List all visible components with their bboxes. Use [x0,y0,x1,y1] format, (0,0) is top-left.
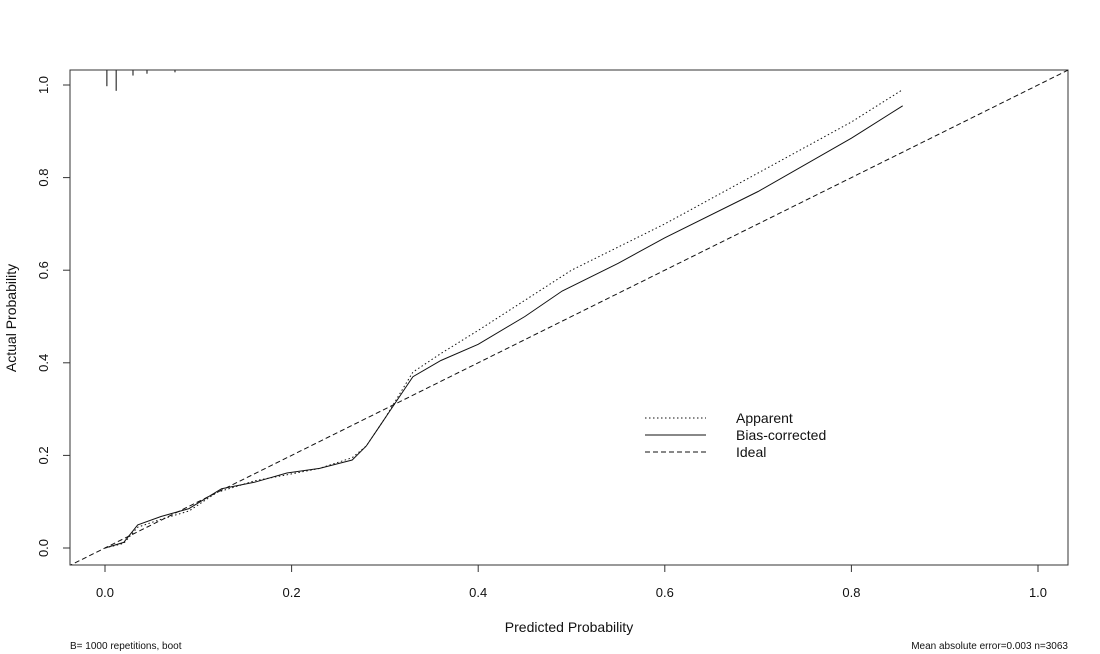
legend-label-bias-corrected: Bias-corrected [736,427,826,443]
x-axis-ticks: 0.0 0.2 0.4 0.6 0.8 1.0 [96,565,1047,600]
series-line-bias-corrected [104,105,903,549]
y-axis-title: Actual Probability [3,264,19,372]
legend-label-ideal: Ideal [736,444,766,460]
x-tick-label: 0.4 [469,585,487,600]
x-axis-title: Predicted Probability [505,619,633,635]
legend: Apparent Bias-corrected Ideal [645,410,826,460]
x-tick-label: 0.0 [96,585,114,600]
series-line-ideal [70,70,1068,565]
y-tick-label: 1.0 [36,76,51,94]
y-tick-label: 0.6 [36,261,51,279]
series-layer [70,70,1068,565]
x-tick-label: 1.0 [1029,585,1047,600]
x-tick-label: 0.8 [842,585,860,600]
footnote-left: B= 1000 repetitions, boot [70,641,182,652]
legend-label-apparent: Apparent [736,410,793,426]
x-tick-label: 0.6 [656,585,674,600]
series-line-apparent [104,89,903,549]
rug-marks [106,70,176,91]
x-tick-label: 0.2 [283,585,301,600]
y-tick-label: 0.8 [36,169,51,187]
footnote-right: Mean absolute error=0.003 n=3063 [911,641,1068,652]
y-axis-ticks: 0.0 0.2 0.4 0.6 0.8 1.0 [36,76,70,557]
y-tick-label: 0.0 [36,539,51,557]
y-tick-label: 0.4 [36,354,51,372]
y-tick-label: 0.2 [36,446,51,464]
